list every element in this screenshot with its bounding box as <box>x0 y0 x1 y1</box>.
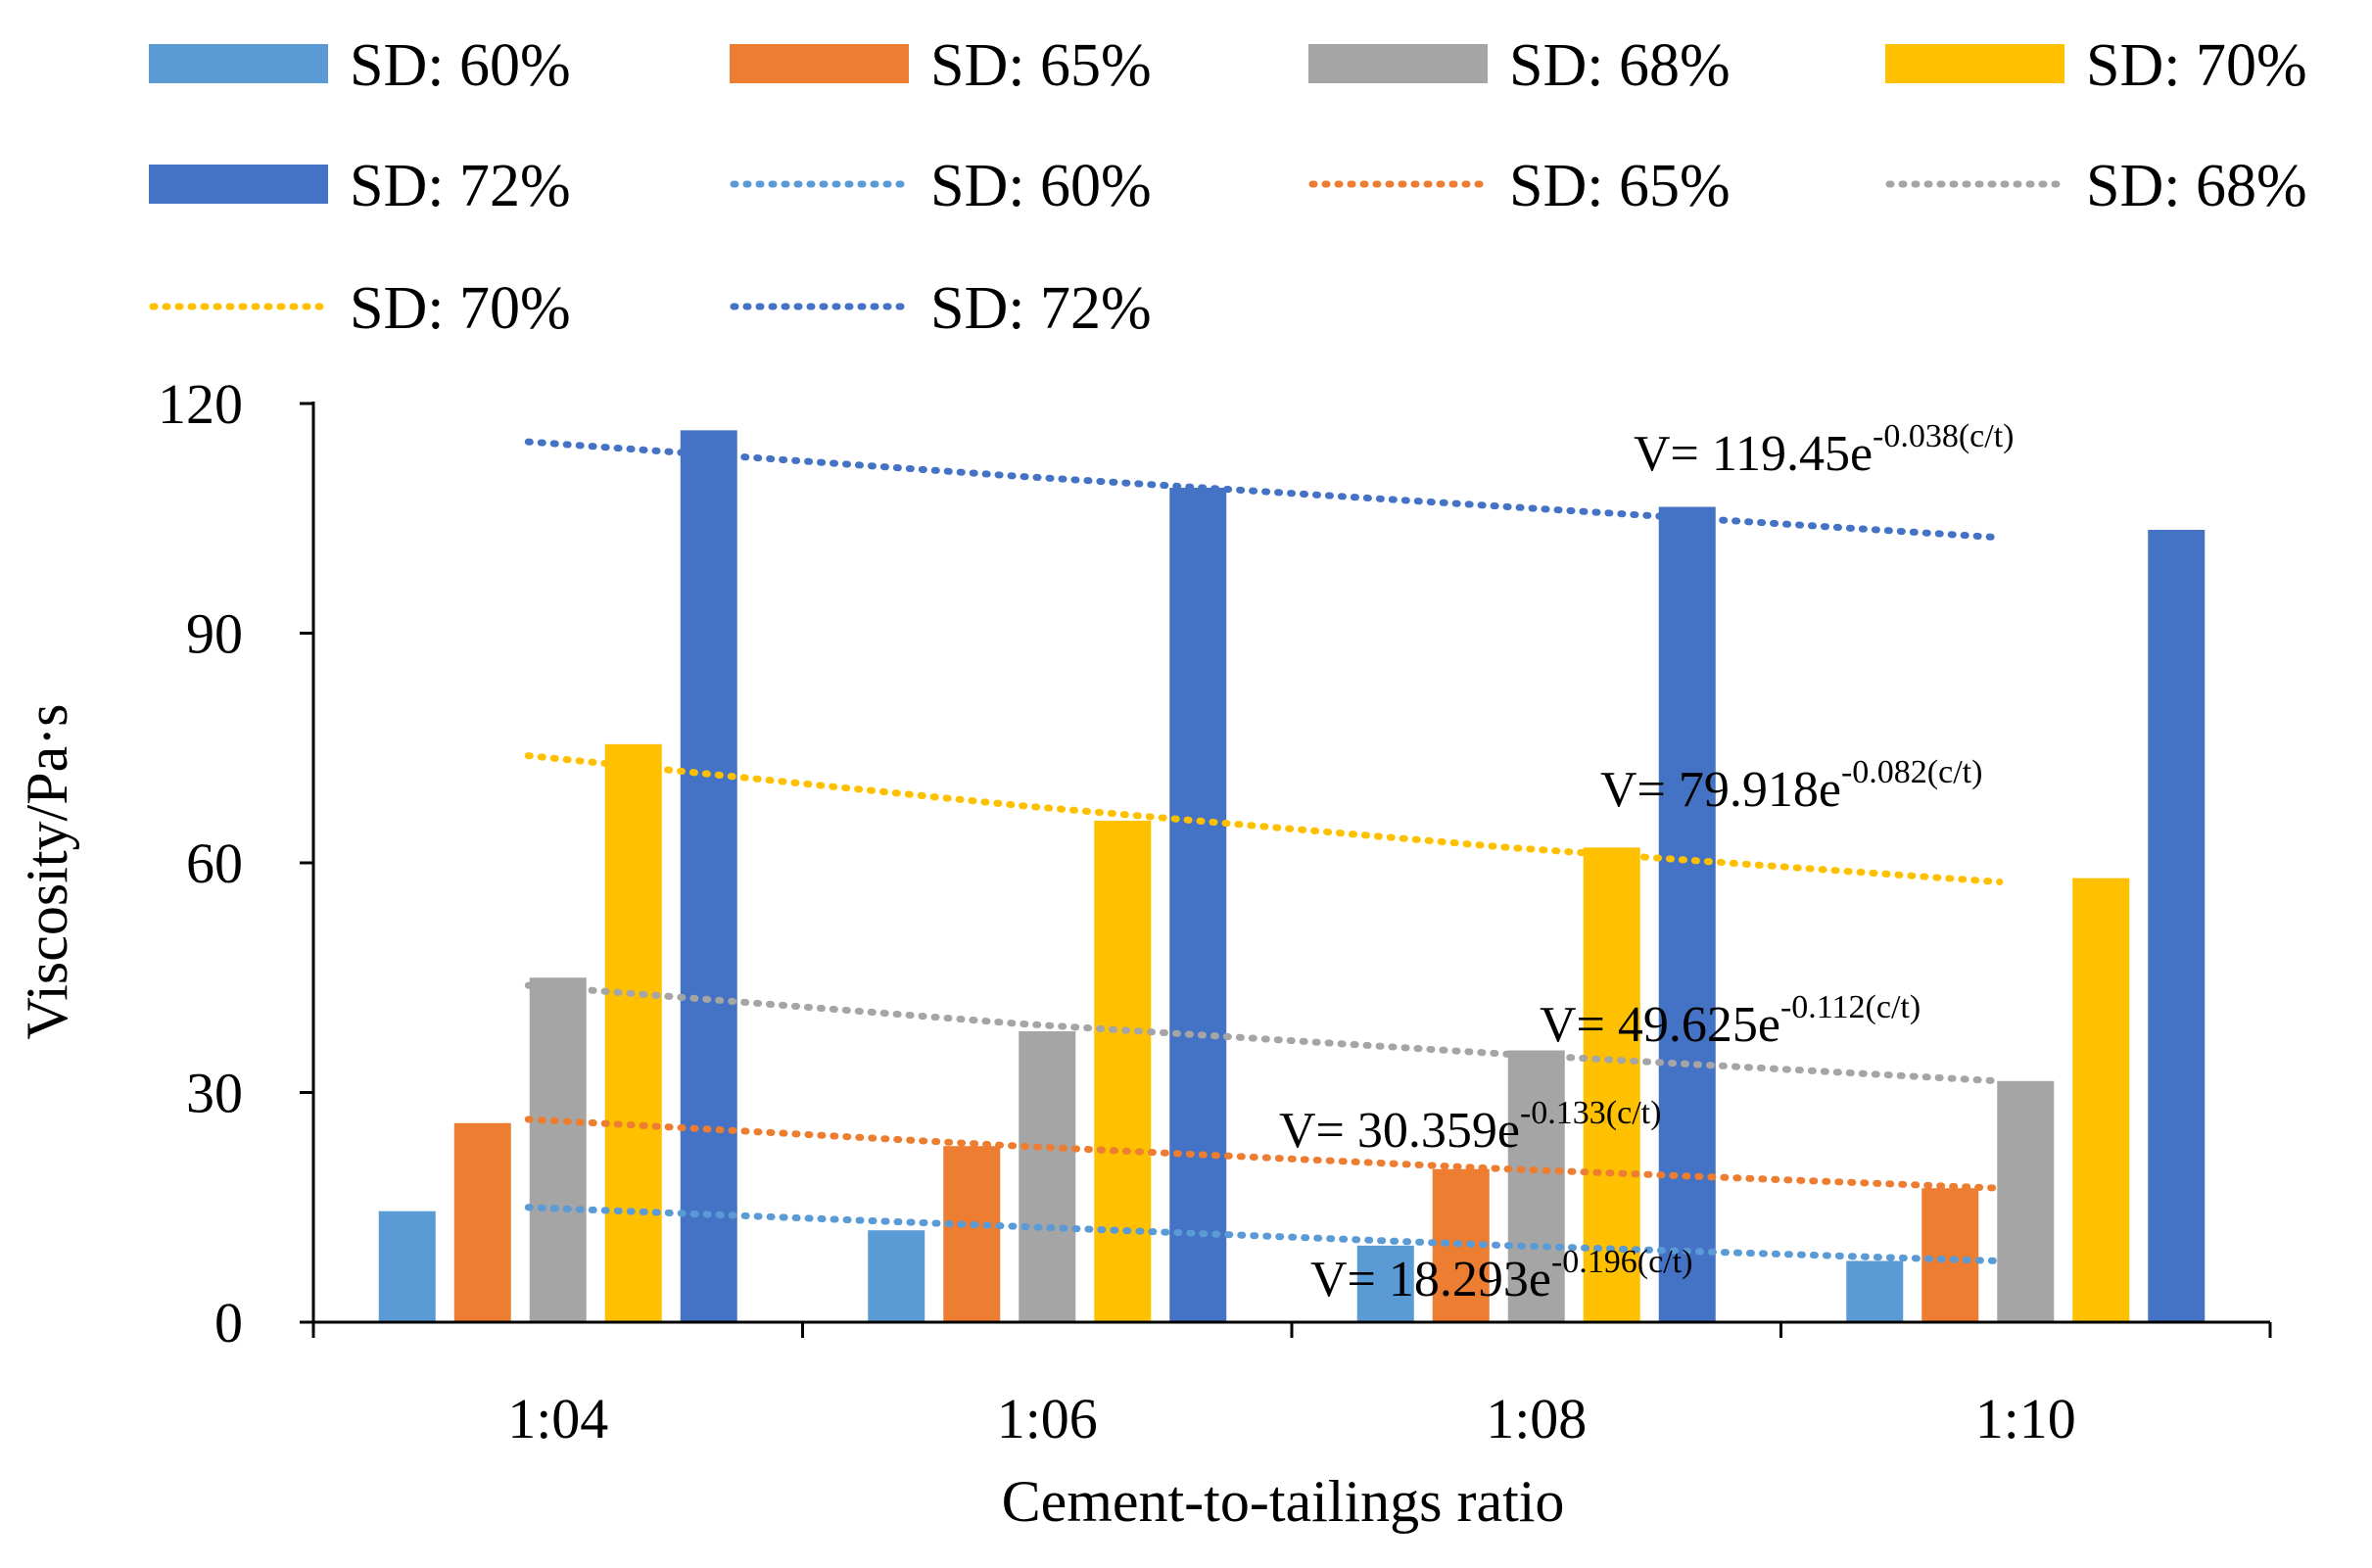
bar-70-1-10 <box>2072 878 2130 1322</box>
x-tick-label: 1:06 <box>997 1387 1098 1450</box>
legend-swatch <box>1308 44 1488 83</box>
legend-item-trend-65: SD: 65% <box>1308 153 1731 219</box>
bar-60-1-06 <box>868 1230 925 1322</box>
bar-72-1-08 <box>1658 506 1716 1322</box>
y-tick-label: 120 <box>158 372 243 436</box>
trendline-60 <box>524 1204 2004 1264</box>
x-tick-label: 1:10 <box>1975 1387 2076 1450</box>
legend-swatch <box>1885 44 2064 83</box>
x-tick-label: 1:08 <box>1486 1387 1587 1450</box>
bar-60-1-08 <box>1356 1245 1414 1322</box>
bar-72-1-10 <box>2148 529 2206 1322</box>
trend-equation-60: V= 18.293e-0.196(c/t) <box>1310 1244 1692 1307</box>
bar-65-1-10 <box>1921 1188 1979 1322</box>
bar-60-1-04 <box>378 1211 436 1322</box>
legend-item-trend-70: SD: 70% <box>149 275 571 342</box>
legend-item-bar-68: SD: 68% <box>1308 32 1731 99</box>
legend-item-trend-60: SD: 60% <box>730 153 1152 219</box>
trendline-72 <box>524 438 2004 542</box>
legend-item-trend-68: SD: 68% <box>1885 153 2307 219</box>
bar-70-1-06 <box>1094 821 1152 1322</box>
legend-label: SD: 72% <box>930 275 1152 342</box>
legend-label: SD: 60% <box>930 153 1152 219</box>
y-tick-label: 90 <box>186 602 243 666</box>
legend-item-bar-72: SD: 72% <box>149 153 571 219</box>
legend: SD: 60% SD: 65% SD: 68% SD: 70% SD: 72% SD: 6… <box>149 32 2307 342</box>
legend-label: SD: 65% <box>1509 153 1731 219</box>
bar-72-1-06 <box>1169 487 1227 1322</box>
legend-label: SD: 70% <box>2086 32 2307 99</box>
legend-swatch <box>149 44 328 83</box>
trend-equation-70: V= 79.918e-0.082(c/t) <box>1600 754 1982 818</box>
bar-65-1-04 <box>453 1122 511 1322</box>
legend-label: SD: 72% <box>350 153 571 219</box>
bars <box>378 430 2206 1322</box>
legend-label: SD: 60% <box>350 32 571 99</box>
legend-item-trend-72: SD: 72% <box>730 275 1152 342</box>
bar-72-1-04 <box>680 430 737 1322</box>
legend-label: SD: 68% <box>1509 32 1731 99</box>
x-tick-labels: 1:04 1:06 1:08 1:10 <box>507 1387 2076 1450</box>
x-tick-label: 1:04 <box>507 1387 608 1450</box>
bar-68-1-10 <box>1997 1080 2055 1322</box>
y-tick-labels: 0 30 60 90 120 <box>158 372 243 1354</box>
trendlines <box>524 438 2004 1264</box>
y-axis-title: Viscosity/Pa·s <box>15 703 79 1039</box>
trend-equation-68: V= 49.625e-0.112(c/t) <box>1540 989 1921 1053</box>
legend-label: SD: 68% <box>2086 153 2307 219</box>
bar-70-1-04 <box>604 743 662 1322</box>
legend-item-bar-70: SD: 70% <box>1885 32 2307 99</box>
trend-equations: V= 18.293e-0.196(c/t) V= 30.359e-0.133(c/… <box>1279 418 2014 1307</box>
trend-equation-72: V= 119.45e-0.038(c/t) <box>1634 418 2014 482</box>
legend-swatch <box>149 165 328 204</box>
legend-label: SD: 70% <box>350 275 571 342</box>
bar-68-1-04 <box>529 977 587 1322</box>
bar-68-1-06 <box>1019 1030 1076 1322</box>
trend-equation-65: V= 30.359e-0.133(c/t) <box>1279 1095 1661 1159</box>
legend-item-bar-60: SD: 60% <box>149 32 571 99</box>
trendline-65 <box>524 1116 2004 1192</box>
trendline-70 <box>524 752 2004 885</box>
y-tick-label: 60 <box>186 832 243 895</box>
bar-68-1-08 <box>1507 1050 1565 1322</box>
y-tick-label: 0 <box>214 1291 243 1354</box>
axes <box>300 402 2272 1338</box>
legend-swatch <box>730 44 909 83</box>
x-axis-title: Cement-to-tailings ratio <box>1002 1469 1565 1534</box>
trendline-68 <box>524 981 2004 1085</box>
legend-item-bar-65: SD: 65% <box>730 32 1152 99</box>
bar-70-1-08 <box>1583 847 1640 1322</box>
legend-label: SD: 65% <box>930 32 1152 99</box>
bar-65-1-06 <box>943 1146 1001 1322</box>
y-tick-label: 30 <box>186 1062 243 1125</box>
bar-60-1-10 <box>1846 1260 1904 1322</box>
